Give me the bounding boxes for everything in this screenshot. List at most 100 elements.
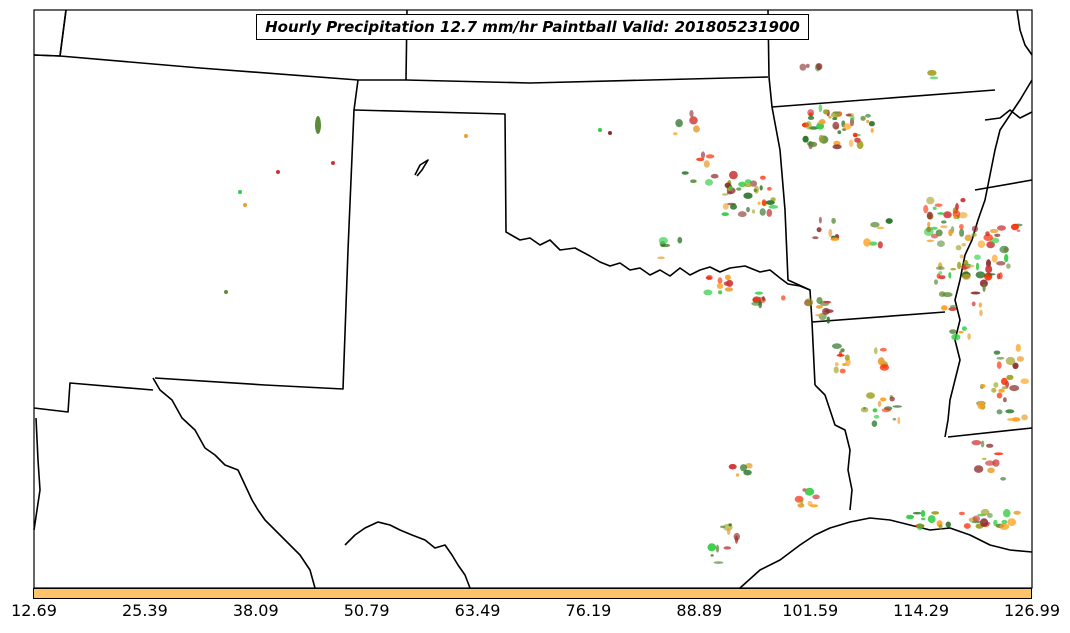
- precip-blob: [978, 302, 982, 308]
- precip-blob: [677, 236, 683, 244]
- precip-blob: [735, 473, 740, 477]
- precip-blob: [892, 417, 897, 421]
- precip-blob: [1006, 263, 1011, 269]
- precip-blob: [980, 508, 990, 516]
- precip-blob: [951, 333, 961, 341]
- precip-blob: [943, 211, 952, 219]
- precip-blob: [854, 137, 861, 143]
- precip-blob: [935, 266, 945, 271]
- precip-blob: [975, 262, 980, 271]
- precip-blob: [730, 203, 737, 210]
- colorbar-tick-label: 88.89: [676, 601, 723, 620]
- precip-blob: [934, 279, 938, 285]
- precip-blob: [743, 192, 753, 199]
- boundary-ia-mo: [1016, 9, 1033, 56]
- precip-blob: [991, 254, 998, 263]
- rio-grande: [152, 377, 316, 589]
- precip-blob: [818, 104, 823, 113]
- precip-blob: [824, 309, 834, 313]
- precip-blob: [996, 361, 1002, 369]
- boundary-ok-ar: [768, 76, 816, 386]
- precip-blob: [724, 287, 734, 292]
- boundary-ms-ms: [974, 179, 1033, 191]
- boundary-nm-tx: [154, 79, 359, 390]
- precip-blob: [800, 499, 804, 505]
- boundary-ar-la: [811, 311, 946, 323]
- precip-blob: [850, 115, 855, 121]
- colorbar-tick-label: 38.09: [232, 601, 279, 620]
- precip-blob: [815, 305, 823, 309]
- precip-blob: [865, 113, 871, 118]
- precip-blob: [999, 245, 1009, 254]
- precip-blob: [945, 521, 951, 528]
- precip-blob: [1011, 417, 1021, 422]
- precip-blob: [1003, 397, 1007, 403]
- precip-blob: [866, 119, 870, 124]
- precip-blob: [958, 330, 964, 334]
- precip-blob: [716, 283, 724, 289]
- precip-blob: [993, 350, 1001, 355]
- precip-blob: [725, 274, 731, 281]
- precip-blob: [959, 254, 964, 259]
- precip-blob: [923, 204, 929, 214]
- precip-blob: [1005, 409, 1015, 414]
- precip-blob: [818, 216, 822, 224]
- precip-blob: [870, 128, 874, 133]
- precip-blob: [1016, 356, 1024, 362]
- precip-blob: [872, 408, 878, 413]
- precip-blob: [733, 532, 740, 541]
- precip-blob: [970, 291, 981, 295]
- precip-blob: [832, 117, 838, 121]
- precip-blob: [1020, 378, 1029, 385]
- precip-blob: [877, 357, 885, 366]
- precip-blob: [721, 212, 729, 217]
- precip-blob: [831, 217, 836, 224]
- precip-blob: [743, 469, 752, 476]
- precip-blob: [1005, 356, 1016, 366]
- precip-blob: [815, 314, 824, 317]
- precip-blob: [948, 307, 957, 311]
- colorbar-tick-label: 12.69: [11, 601, 57, 620]
- precip-blob: [1021, 414, 1028, 421]
- precip-blob: [958, 511, 966, 516]
- precip-blob: [874, 347, 878, 355]
- precip-blob: [224, 290, 228, 294]
- precip-blob: [713, 561, 724, 564]
- precip-blob: [889, 396, 895, 402]
- precip-blob: [1003, 509, 1011, 518]
- precip-blob: [977, 401, 985, 410]
- precip-blob: [836, 354, 845, 357]
- precip-blob: [696, 157, 705, 162]
- precip-blob: [960, 198, 966, 203]
- precip-blob: [941, 305, 948, 311]
- precip-blob: [876, 226, 885, 230]
- precip-blob: [999, 523, 1010, 530]
- precip-blob: [965, 264, 975, 268]
- precip-blob: [464, 134, 468, 138]
- precip-blob: [950, 268, 957, 271]
- precip-blob: [926, 239, 935, 242]
- precip-blob: [987, 467, 995, 474]
- precip-blob: [832, 111, 840, 114]
- precip-blob: [980, 518, 989, 527]
- precip-blob: [955, 245, 962, 251]
- precip-blob: [973, 465, 984, 473]
- precip-blob: [816, 63, 823, 71]
- precip-blob: [1016, 229, 1021, 232]
- precip-blob: [703, 289, 713, 296]
- precip-blob: [804, 298, 814, 307]
- precip-blob: [726, 528, 731, 535]
- precip-blob: [948, 229, 953, 237]
- precip-blob: [658, 237, 669, 245]
- precip-blob: [812, 494, 820, 500]
- precip-blob: [856, 140, 864, 150]
- precip-blob: [802, 135, 809, 143]
- precip-blob: [673, 132, 678, 136]
- precip-blob: [921, 517, 926, 521]
- precip-blob: [823, 300, 832, 304]
- precip-blob: [963, 523, 971, 529]
- precip-blob: [949, 329, 957, 334]
- precip-blob: [927, 515, 936, 524]
- precip-blob: [761, 199, 767, 207]
- precip-blob: [608, 131, 612, 135]
